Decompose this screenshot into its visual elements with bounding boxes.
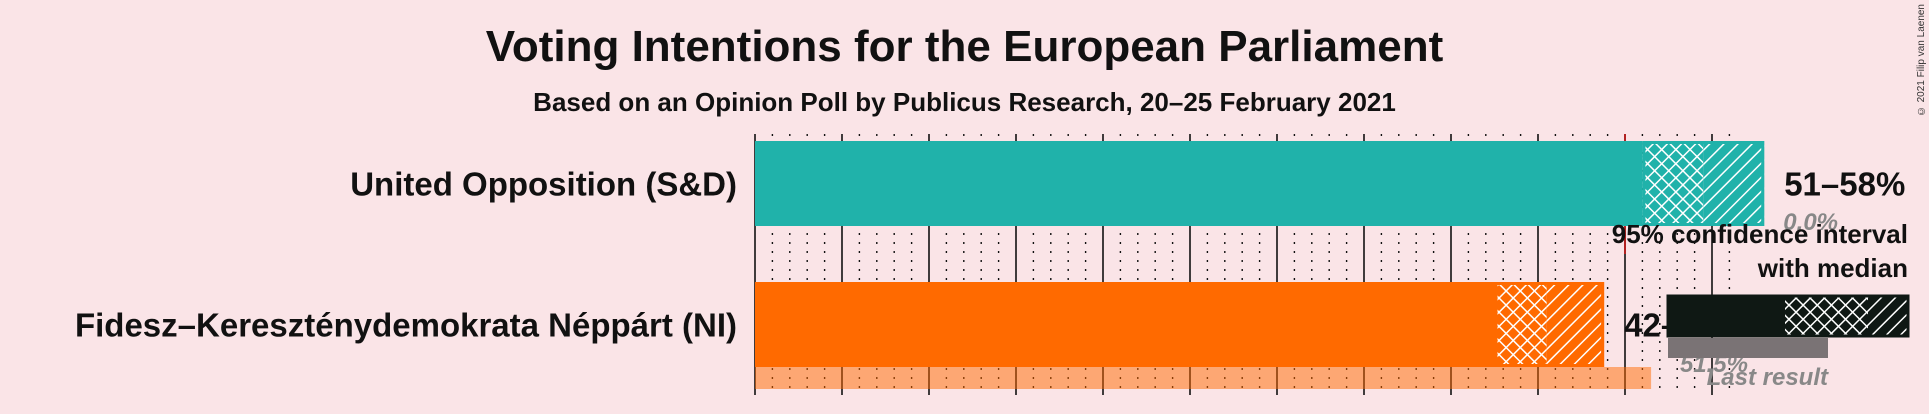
chart-title: Voting Intentions for the European Parli… <box>485 22 1444 71</box>
bar-ci-outline <box>1494 282 1605 367</box>
legend-solid-swatch <box>1668 296 1785 336</box>
bar-ci-upper-pattern <box>1703 141 1765 226</box>
labels: United Opposition (S&D) 51–58% 0.0% Fidesz–… <box>75 166 1905 379</box>
legend-last-result-swatch <box>1668 338 1828 358</box>
legend-ci-line1: 95% confidence interval <box>1612 219 1908 249</box>
party-label: United Opposition (S&D) <box>350 166 737 203</box>
last-result-bar <box>755 367 1652 389</box>
bar-ci-upper-pattern <box>1546 282 1605 367</box>
bar-ci-lower-pattern <box>1494 282 1547 367</box>
legend: 95% confidence interval with median Last… <box>1612 219 1910 391</box>
legend-last-result-label: Last result <box>1707 364 1829 391</box>
last-result-label: 0.0% <box>1783 209 1838 236</box>
bar-solid <box>755 282 1495 367</box>
bars <box>755 141 1765 389</box>
bar-solid <box>755 141 1643 226</box>
chart-subtitle: Based on an Opinion Poll by Publicus Res… <box>533 87 1396 117</box>
bar-ci-outline <box>1642 141 1765 226</box>
range-label: 51–58% <box>1784 166 1905 203</box>
legend-ci-line2: with median <box>1757 253 1908 283</box>
party-label: Fidesz–Kereszténydemokrata Néppárt (NI) <box>75 307 737 344</box>
bar-ci-lower-pattern <box>1642 141 1704 226</box>
